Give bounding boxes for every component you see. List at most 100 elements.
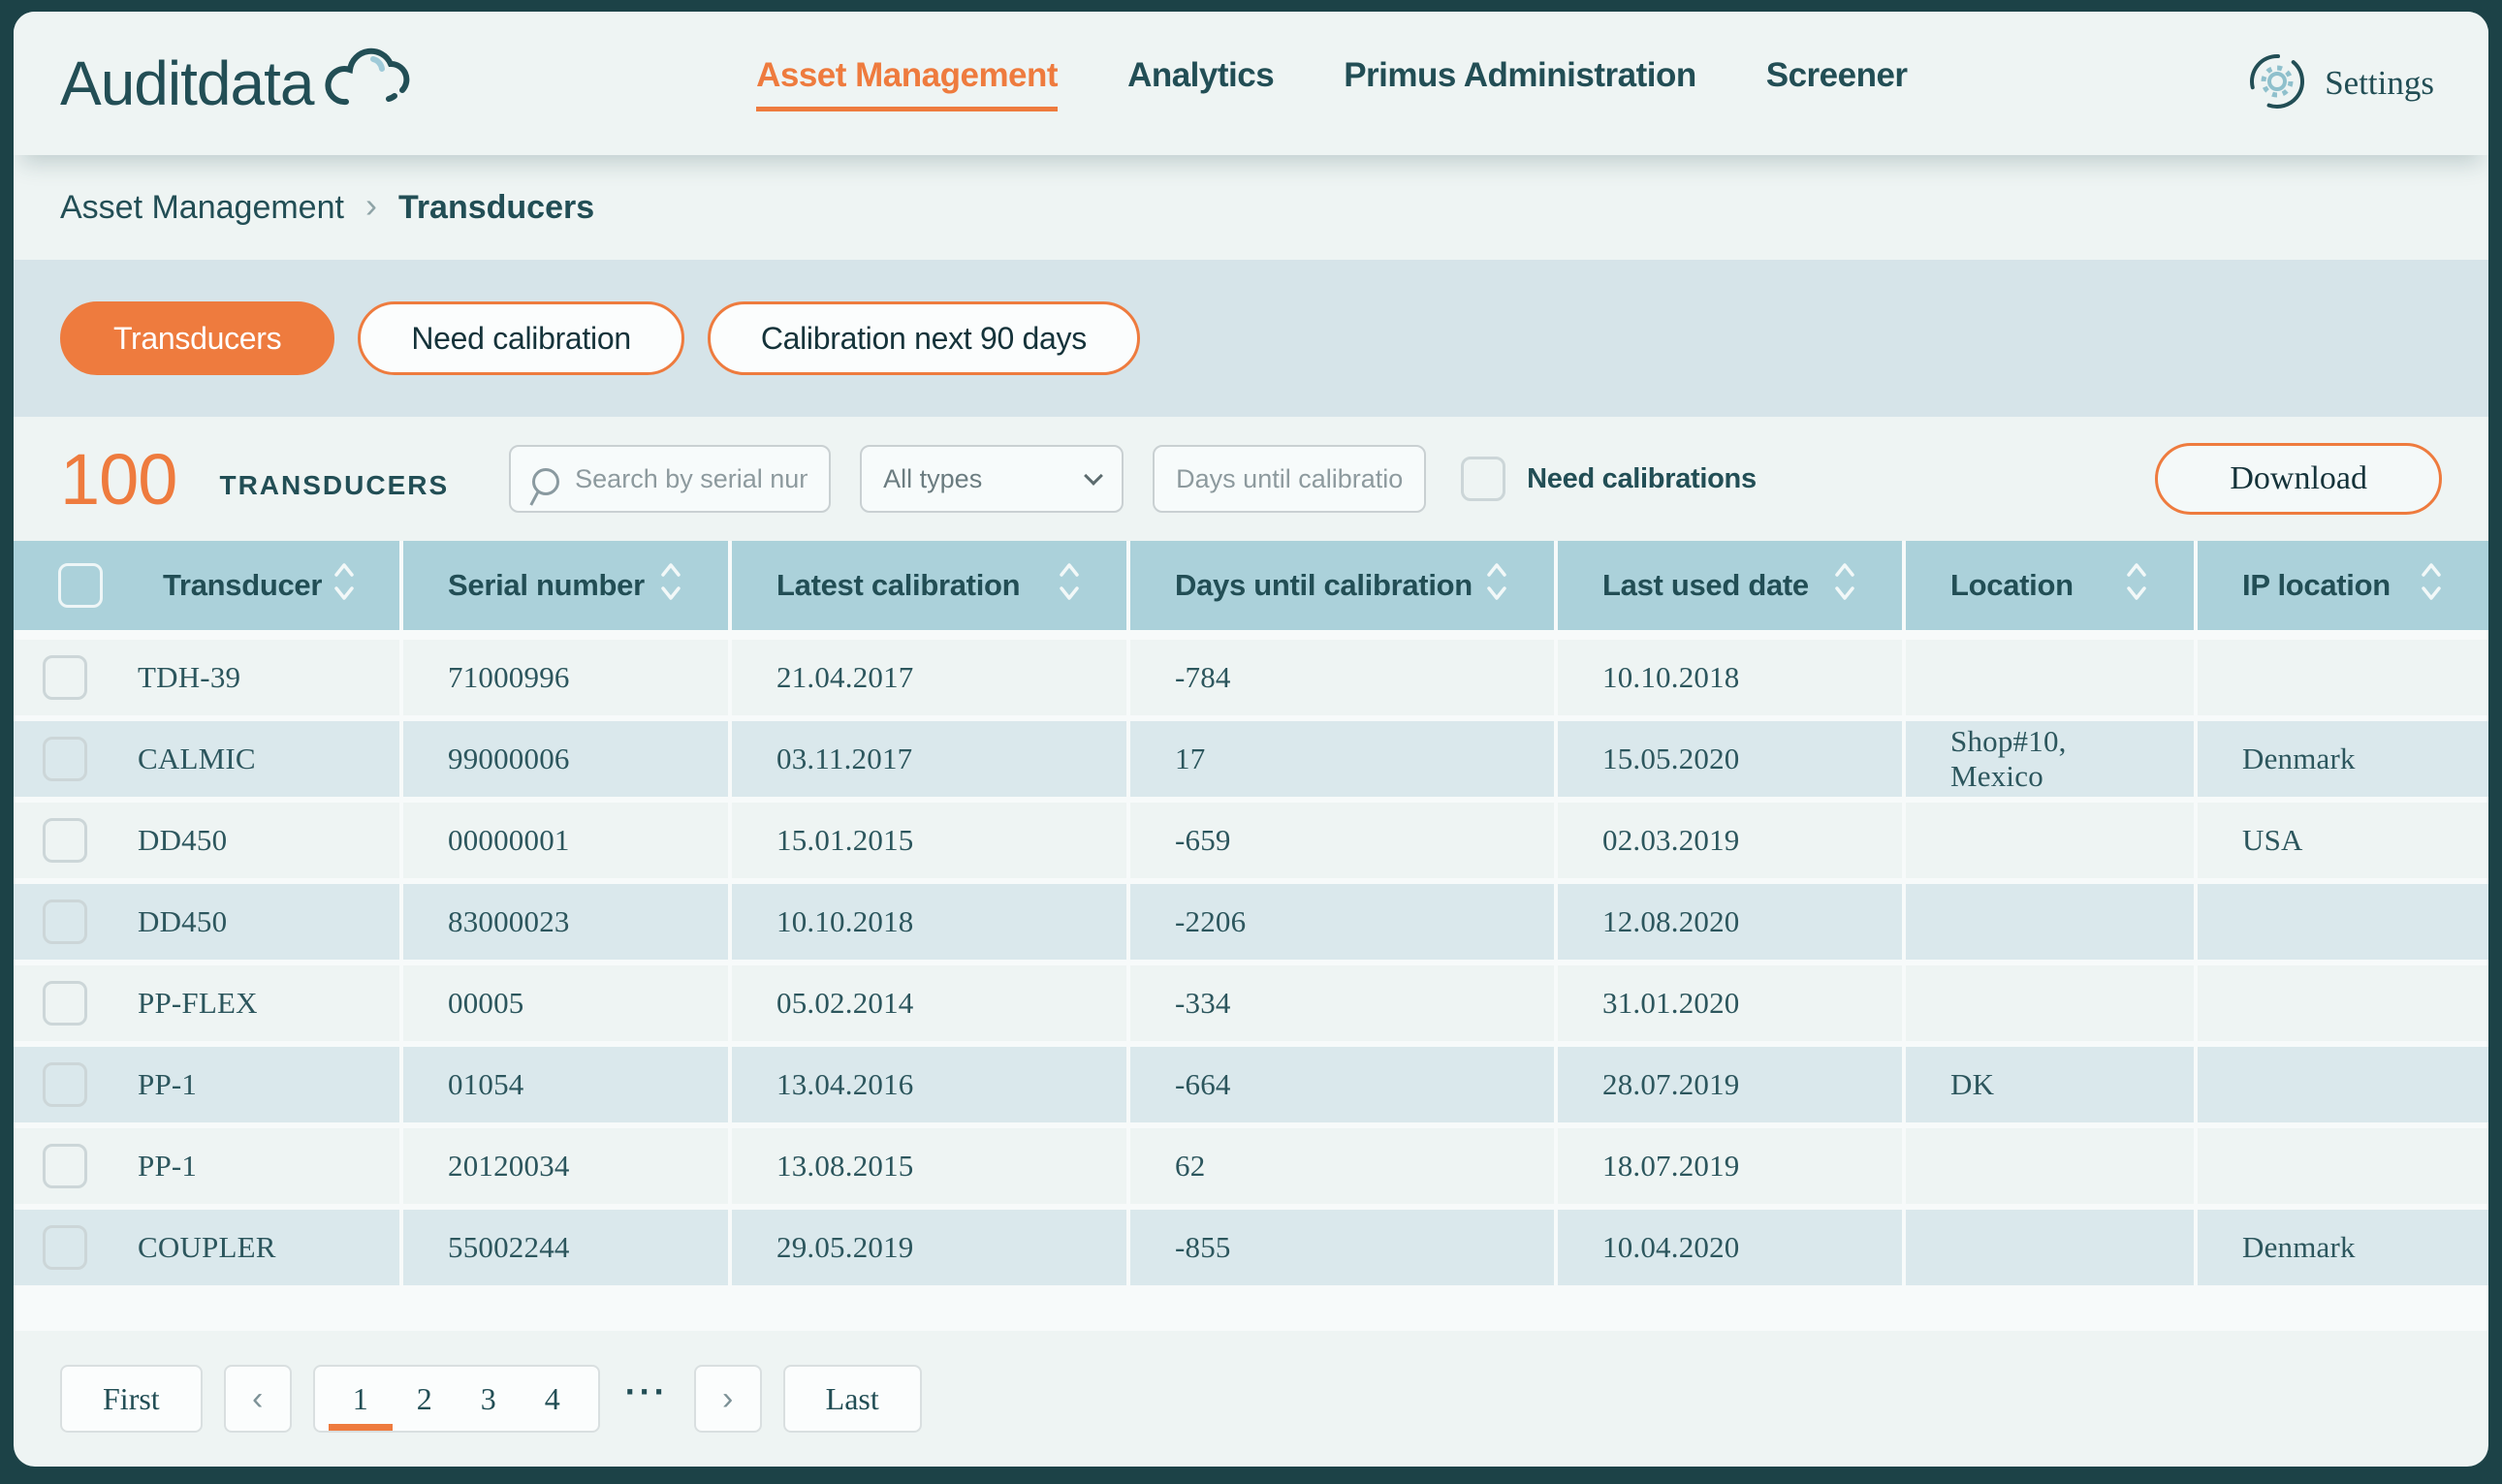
table-row[interactable]: PP-1 01054 13.04.2016 -664 28.07.2019 DK — [14, 1047, 2488, 1122]
table-row[interactable]: PP-1 20120034 13.08.2015 62 18.07.2019 — [14, 1128, 2488, 1204]
table-row[interactable]: DD450 00000001 15.01.2015 -659 02.03.201… — [14, 803, 2488, 878]
transducer-cell: PP-1 — [14, 1128, 399, 1204]
need-calibrations-label: Need calibrations — [1527, 462, 1757, 494]
download-button[interactable]: Download — [2155, 443, 2442, 515]
column-label[interactable]: Latest calibration — [776, 568, 1021, 602]
sort-icon[interactable] — [2419, 559, 2444, 612]
pagination-page[interactable]: 1 — [328, 1367, 393, 1431]
latest-calibration-cell: 10.10.2018 — [732, 884, 1126, 960]
pagination-next-button[interactable]: › — [693, 1365, 762, 1433]
row-checkbox[interactable] — [43, 1144, 87, 1188]
location-cell — [1906, 1210, 2194, 1285]
pagination-first-button[interactable]: First — [60, 1365, 203, 1433]
sort-icon[interactable] — [1484, 559, 1509, 612]
location-cell — [1906, 803, 2194, 878]
column-label[interactable]: Days until calibration — [1175, 568, 1473, 602]
days-input[interactable] — [1176, 463, 1404, 494]
nav-item[interactable]: Screener — [1765, 55, 1908, 94]
search-input[interactable] — [575, 463, 808, 494]
days-until-calibration-cell: 62 — [1130, 1128, 1554, 1204]
column-label[interactable]: IP location — [2242, 568, 2391, 602]
last-used-date-cell: 12.08.2020 — [1558, 884, 1902, 960]
days-field — [1153, 445, 1427, 513]
latest-calibration-cell: 05.02.2014 — [732, 965, 1126, 1041]
days-until-calibration-cell: -784 — [1130, 640, 1554, 715]
brand-logo[interactable]: Auditdata — [60, 47, 416, 120]
last-used-date-cell: 15.05.2020 — [1558, 721, 1902, 797]
last-used-date-cell: 10.04.2020 — [1558, 1210, 1902, 1285]
pagination-prev-button[interactable]: ‹ — [223, 1365, 292, 1433]
sort-icon[interactable] — [1832, 559, 1857, 612]
page: Auditdata Asset Management Analytics Pri… — [14, 12, 2488, 1467]
ip-location-cell — [2198, 640, 2488, 715]
serial-number-cell: 83000023 — [403, 884, 728, 960]
serial-number-cell: 01054 — [403, 1047, 728, 1122]
days-until-calibration-cell: -334 — [1130, 965, 1554, 1041]
sort-icon[interactable] — [658, 559, 683, 612]
column-label[interactable]: Transducer — [163, 568, 323, 602]
row-checkbox[interactable] — [43, 737, 87, 781]
ip-location-cell — [2198, 965, 2488, 1041]
settings-label: Settings — [2325, 64, 2434, 102]
table-row[interactable]: DD450 83000023 10.10.2018 -2206 12.08.20… — [14, 884, 2488, 960]
days-until-calibration-cell: -855 — [1130, 1210, 1554, 1285]
transducer-cell: DD450 — [14, 884, 399, 960]
breadcrumb-parent[interactable]: Asset Management — [60, 188, 344, 226]
table-row[interactable]: PP-FLEX 00005 05.02.2014 -334 31.01.2020 — [14, 965, 2488, 1041]
location-cell — [1906, 1128, 2194, 1204]
ip-location-cell — [2198, 884, 2488, 960]
breadcrumb: Asset Management › Transducers — [14, 155, 2488, 260]
row-checkbox[interactable] — [43, 655, 87, 700]
table-header-cell: Days until calibration — [1130, 541, 1554, 630]
sort-icon[interactable] — [2124, 559, 2149, 612]
filter-tab[interactable]: Need calibration — [358, 301, 684, 375]
table-row[interactable]: COUPLER 55002244 29.05.2019 -855 10.04.2… — [14, 1210, 2488, 1285]
pagination-page[interactable]: 2 — [416, 1380, 432, 1416]
settings-button[interactable]: Settings — [2247, 51, 2434, 116]
pagination-page[interactable]: 4 — [544, 1380, 560, 1416]
nav-item[interactable]: Primus Administration — [1344, 55, 1696, 94]
latest-calibration-cell: 21.04.2017 — [732, 640, 1126, 715]
ip-location-cell — [2198, 1128, 2488, 1204]
latest-calibration-cell: 29.05.2019 — [732, 1210, 1126, 1285]
row-checkbox[interactable] — [43, 818, 87, 863]
select-all-checkbox[interactable] — [58, 563, 103, 608]
transducer-cell: CALMIC — [14, 721, 399, 797]
filter-tab[interactable]: Calibration next 90 days — [707, 301, 1140, 375]
table-row[interactable]: CALMIC 99000006 03.11.2017 17 15.05.2020… — [14, 721, 2488, 797]
type-select-value: All types — [883, 463, 983, 493]
filter-tab[interactable]: Transducers — [60, 301, 335, 375]
row-checkbox[interactable] — [43, 1062, 87, 1107]
chevron-down-icon — [1084, 466, 1104, 486]
days-until-calibration-cell: -2206 — [1130, 884, 1554, 960]
pagination-last-button[interactable]: Last — [782, 1365, 922, 1433]
table-header-cell: Location — [1906, 541, 2194, 630]
sort-icon[interactable] — [1057, 559, 1082, 612]
table-row[interactable]: TDH-39 71000996 21.04.2017 -784 10.10.20… — [14, 640, 2488, 715]
search-icon — [532, 468, 560, 495]
serial-number-cell: 99000006 — [403, 721, 728, 797]
row-checkbox[interactable] — [43, 981, 87, 1026]
nav-item[interactable]: Asset Management — [756, 56, 1059, 111]
pagination-page[interactable]: 3 — [480, 1380, 496, 1416]
table-body: TDH-39 71000996 21.04.2017 -784 10.10.20… — [14, 640, 2488, 1285]
column-label[interactable]: Location — [1950, 568, 2074, 602]
top-header: Auditdata Asset Management Analytics Pri… — [14, 12, 2488, 155]
row-checkbox[interactable] — [43, 900, 87, 944]
transducers-table: Transducer Serial number Latest calibrat… — [14, 541, 2488, 1331]
breadcrumb-current: Transducers — [397, 188, 595, 226]
need-calibrations-checkbox[interactable] — [1461, 457, 1506, 501]
table-header-cell: Latest calibration — [732, 541, 1126, 630]
type-select[interactable]: All types — [860, 445, 1124, 513]
nav-item[interactable]: Analytics — [1127, 55, 1275, 94]
column-label[interactable]: Serial number — [448, 568, 645, 602]
row-checkbox[interactable] — [43, 1225, 87, 1270]
toolbar: 100 TRANSDUCERS All types Need calibrati… — [14, 417, 2488, 541]
last-used-date-cell: 18.07.2019 — [1558, 1128, 1902, 1204]
breadcrumb-separator-icon: › — [364, 185, 377, 225]
table-header-cell: Serial number — [403, 541, 728, 630]
column-label[interactable]: Last used date — [1602, 568, 1809, 602]
sort-icon[interactable] — [332, 559, 357, 612]
filter-band: Transducers Need calibration Calibration… — [14, 260, 2488, 417]
